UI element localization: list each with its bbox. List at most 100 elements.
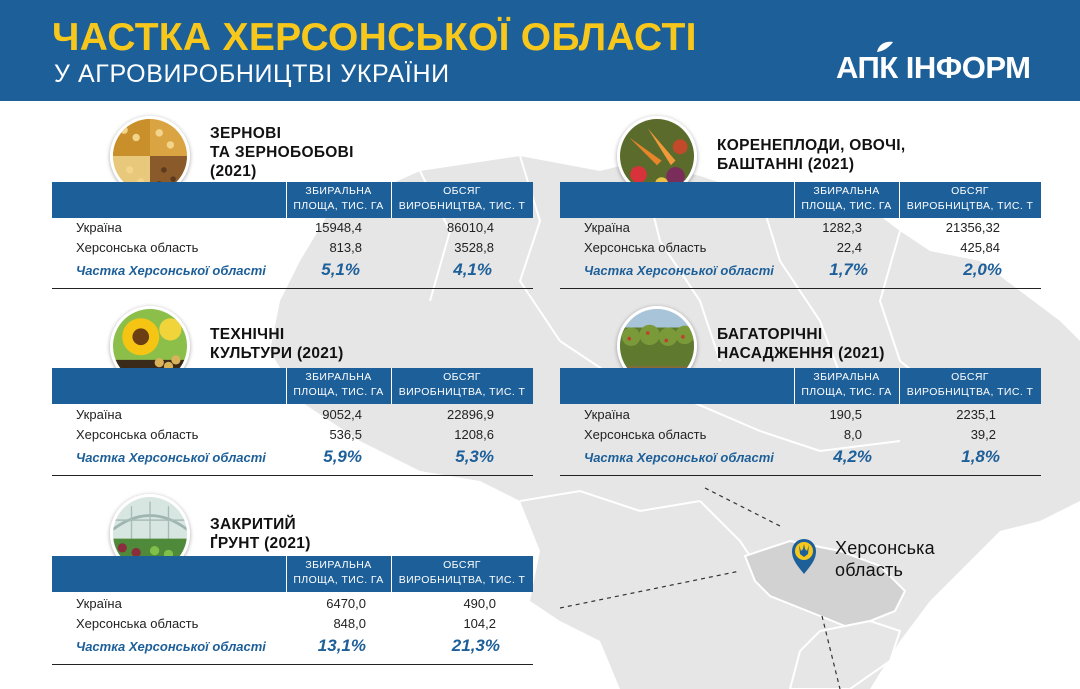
production-header-line1: ОБСЯГ [443,371,481,383]
area-header-line2: ПЛОЩА, ТИС. ГА [293,574,384,586]
header-divider [391,368,392,404]
kherson-row-label: Херсонська область [76,240,199,255]
kherson-area-value: 848,0 [333,616,366,631]
table-divider [52,475,533,476]
share-area-value: 5,9% [323,447,362,466]
share-area-value: 5,1% [321,260,360,279]
ukraine-area-value: 6470,0 [326,596,366,611]
ukraine-area-value: 9052,4 [322,407,362,422]
header-divider [899,182,900,218]
kherson-area-value: 536,5 [329,427,362,442]
share-area-value: 13,1% [317,636,366,655]
orchards-title: БАГАТОРІЧНІ НАСАДЖЕННЯ (2021) [717,325,885,363]
ukraine-production-value: 21356,32 [945,220,1000,235]
ukraine-row-label: Україна [584,220,630,235]
header-divider [794,182,795,218]
production-column-header: ОБСЯГ ВИРОБНИЦТВА, ТИС. Т [391,370,533,400]
greenhouse-title: ЗАКРИТИЙ ҐРУНТ (2021) [210,515,311,553]
area-column-header: ЗБИРАЛЬНА ПЛОЩА, ТИС. ГА [794,370,899,400]
production-column-header: ОБСЯГ ВИРОБНИЦТВА, ТИС. Т [391,184,533,214]
leaf-icon [877,41,893,52]
region-label-line1: Херсонська [835,538,935,558]
apk-inform-logo: АПК ІНФОРМ [836,50,1031,85]
table-divider [560,288,1041,289]
ukraine-row-label: Україна [76,220,122,235]
kherson-production-value: 425,84 [960,240,1000,255]
grain-title: ЗЕРНОВІ ТА ЗЕРНОБОБОВІ (2021) [210,124,354,181]
production-header-line1: ОБСЯГ [951,185,989,197]
production-header-line2: ВИРОБНИЦТВА, ТИС. Т [398,200,526,212]
ukraine-row-label: Україна [76,596,122,611]
kherson-production-value: 104,2 [463,616,496,631]
area-header-line2: ПЛОЩА, ТИС. ГА [293,200,384,212]
orchards-table-header: ЗБИРАЛЬНА ПЛОЩА, ТИС. ГА ОБСЯГ ВИРОБНИЦТ… [560,368,1041,404]
header-divider [286,556,287,592]
header-divider [899,368,900,404]
production-column-header: ОБСЯГ ВИРОБНИЦТВА, ТИС. Т [391,558,533,588]
vegetables-title-line2: БАШТАННІ (2021) [717,156,855,173]
ukraine-row-label: Україна [584,407,630,422]
production-header-line2: ВИРОБНИЦТВА, ТИС. Т [906,200,1034,212]
grain-title-line1: ЗЕРНОВІ [210,125,282,142]
kherson-row-label: Херсонська область [76,616,199,631]
kherson-row-label: Херсонська область [76,427,199,442]
header-divider [794,368,795,404]
area-header-line1: ЗБИРАЛЬНА [305,559,372,571]
share-area-value: 1,7% [829,260,868,279]
table-divider [52,664,533,665]
page-subtitle: У АГРОВИРОБНИЦТВІ УКРАЇНИ [54,60,450,88]
ukraine-production-value: 22896,9 [447,407,494,422]
ukraine-production-value: 86010,4 [447,220,494,235]
production-header-line2: ВИРОБНИЦТВА, ТИС. Т [398,386,526,398]
ukraine-production-value: 2235,1 [956,407,996,422]
share-area-value: 4,2% [833,447,872,466]
technical-title: ТЕХНІЧНІ КУЛЬТУРИ (2021) [210,325,344,363]
production-header-line2: ВИРОБНИЦТВА, ТИС. Т [906,386,1034,398]
ukraine-area-value: 15948,4 [315,220,362,235]
share-production-value: 21,3% [451,636,500,655]
table-divider [52,288,533,289]
vegetables-photo-icon [617,116,697,196]
technical-table-header: ЗБИРАЛЬНА ПЛОЩА, ТИС. ГА ОБСЯГ ВИРОБНИЦТ… [52,368,533,404]
grain-title-line2: ТА ЗЕРНОБОБОВІ [210,144,354,161]
ukraine-production-value: 490,0 [463,596,496,611]
area-header-line1: ЗБИРАЛЬНА [305,185,372,197]
ukraine-map [270,155,1080,689]
area-column-header: ЗБИРАЛЬНА ПЛОЩА, ТИС. ГА [286,370,391,400]
trident-pin-icon [792,539,816,574]
kherson-region-label: Херсонська область [835,537,935,581]
area-column-header: ЗБИРАЛЬНА ПЛОЩА, ТИС. ГА [286,184,391,214]
area-header-line2: ПЛОЩА, ТИС. ГА [801,386,892,398]
grain-table-header: ЗБИРАЛЬНА ПЛОЩА, ТИС. ГА ОБСЯГ ВИРОБНИЦТ… [52,182,533,218]
kherson-row-label: Херсонська область [584,427,707,442]
greenhouse-title-line2: ҐРУНТ (2021) [210,535,311,552]
header-banner: ЧАСТКА ХЕРСОНСЬКОЇ ОБЛАСТІ У АГРОВИРОБНИ… [0,0,1080,101]
kherson-area-value: 8,0 [843,427,862,442]
production-header-line2: ВИРОБНИЦТВА, ТИС. Т [398,574,526,586]
share-production-value: 4,1% [453,260,492,279]
area-column-header: ЗБИРАЛЬНА ПЛОЩА, ТИС. ГА [794,184,899,214]
area-header-line1: ЗБИРАЛЬНА [305,371,372,383]
kherson-production-value: 3528,8 [454,240,494,255]
ukraine-row-label: Україна [76,407,122,422]
technical-title-line2: КУЛЬТУРИ (2021) [210,345,344,362]
kherson-area-value: 22,4 [836,240,862,255]
share-row-label: Частка Херсонської області [584,450,774,465]
grain-title-line3: (2021) [210,163,257,180]
page-title: ЧАСТКА ХЕРСОНСЬКОЇ ОБЛАСТІ [52,16,697,59]
production-column-header: ОБСЯГ ВИРОБНИЦТВА, ТИС. Т [899,370,1041,400]
greenhouse-table-header: ЗБИРАЛЬНА ПЛОЩА, ТИС. ГА ОБСЯГ ВИРОБНИЦТ… [52,556,533,592]
area-header-line1: ЗБИРАЛЬНА [813,371,880,383]
technical-title-line1: ТЕХНІЧНІ [210,326,285,343]
share-production-value: 1,8% [961,447,1000,466]
area-header-line2: ПЛОЩА, ТИС. ГА [293,386,384,398]
vegetables-title-line1: КОРЕНЕПЛОДИ, ОВОЧІ, [717,137,906,154]
header-divider [391,182,392,218]
share-row-label: Частка Херсонської області [76,639,266,654]
ukraine-area-value: 1282,3 [822,220,862,235]
share-row-label: Частка Херсонської області [76,450,266,465]
kherson-area-value: 813,8 [329,240,362,255]
share-production-value: 5,3% [455,447,494,466]
orchards-title-line2: НАСАДЖЕННЯ (2021) [717,345,885,362]
production-header-line1: ОБСЯГ [443,185,481,197]
